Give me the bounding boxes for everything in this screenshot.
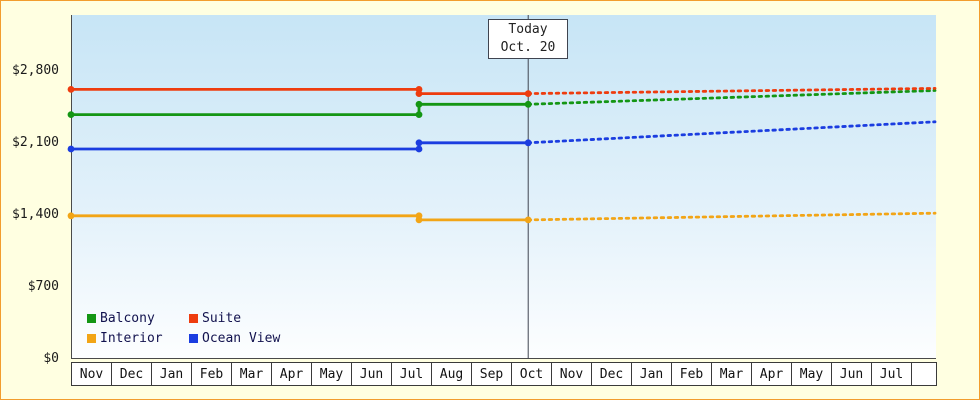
legend-label: Ocean View	[202, 331, 281, 346]
series-line-balcony	[71, 102, 529, 116]
plot-area	[67, 15, 937, 359]
series-marker-ocean-view	[67, 145, 75, 153]
legend: Balcony Suite Interior Ocean View	[87, 311, 280, 346]
x-axis-month: Apr	[271, 362, 312, 386]
legend-item-suite: Suite	[189, 311, 280, 326]
legend-item-interior: Interior	[87, 331, 179, 346]
series-marker-ocean-view	[415, 145, 423, 153]
series-marker-interior	[524, 216, 532, 224]
series-marker-balcony	[67, 111, 75, 118]
legend-swatch	[189, 334, 198, 343]
series-marker-ocean-view	[524, 139, 532, 147]
x-axis-month: Mar	[711, 362, 752, 386]
legend-item-ocean-view: Ocean View	[189, 331, 280, 346]
legend-item-balcony: Balcony	[87, 311, 179, 326]
series-marker-suite	[67, 86, 75, 93]
series-forecast-line-balcony	[526, 89, 937, 106]
x-axis-month: Sep	[471, 362, 512, 386]
x-axis-month: Apr	[751, 362, 792, 386]
x-axis-month: Feb	[191, 362, 232, 386]
series-marker-suite	[524, 90, 532, 97]
x-axis-month: Dec	[591, 362, 632, 386]
today-label-title: Today	[508, 22, 548, 37]
series-marker-suite	[415, 90, 423, 97]
x-axis-month: Dec	[111, 362, 152, 386]
series-marker-interior	[415, 216, 423, 224]
legend-label: Suite	[202, 311, 242, 326]
series-line-interior	[71, 214, 529, 222]
x-axis-month: Aug	[431, 362, 472, 386]
x-axis-month: Feb	[671, 362, 712, 386]
legend-label: Interior	[100, 331, 163, 346]
x-axis-month: Jan	[151, 362, 192, 386]
legend-swatch	[189, 314, 198, 323]
x-axis-month: Jul	[391, 362, 432, 386]
x-axis-month: Oct	[511, 362, 552, 386]
x-axis-month: Jun	[351, 362, 392, 386]
today-label-date: Oct. 20	[500, 40, 556, 55]
y-axis-label: $2,800	[12, 63, 59, 79]
y-axis-label: $1,400	[12, 207, 59, 223]
series-marker-ocean-view	[415, 139, 423, 147]
series-marker-balcony	[524, 100, 532, 108]
x-axis-month: Mar	[231, 362, 272, 386]
series-forecast-line-ocean-view	[526, 120, 937, 145]
x-axis-month: Nov	[71, 362, 112, 386]
legend-swatch	[87, 314, 96, 323]
x-axis-month: Jun	[831, 362, 872, 386]
x-axis-month: Jul	[871, 362, 912, 386]
x-axis-month: May	[311, 362, 352, 386]
series-forecast-line-interior	[526, 211, 937, 222]
x-axis-month: Jan	[631, 362, 672, 386]
today-label: Today Oct. 20	[488, 19, 568, 59]
y-axis-label: $2,100	[12, 135, 59, 151]
series-marker-interior	[67, 212, 75, 220]
series-marker-balcony	[415, 100, 423, 108]
x-axis-month: Nov	[551, 362, 592, 386]
x-axis-month-partial	[911, 362, 937, 386]
series-forecast-line-suite	[526, 87, 937, 95]
x-axis-month: May	[791, 362, 832, 386]
chart-canvas	[67, 15, 937, 359]
series-marker-balcony	[415, 111, 423, 118]
y-axis-label: $0	[43, 351, 59, 366]
series-line-ocean-view	[71, 141, 529, 151]
legend-label: Balcony	[100, 311, 155, 326]
y-axis-label: $700	[27, 279, 59, 295]
series-line-suite	[71, 88, 529, 95]
legend-swatch	[87, 334, 96, 343]
